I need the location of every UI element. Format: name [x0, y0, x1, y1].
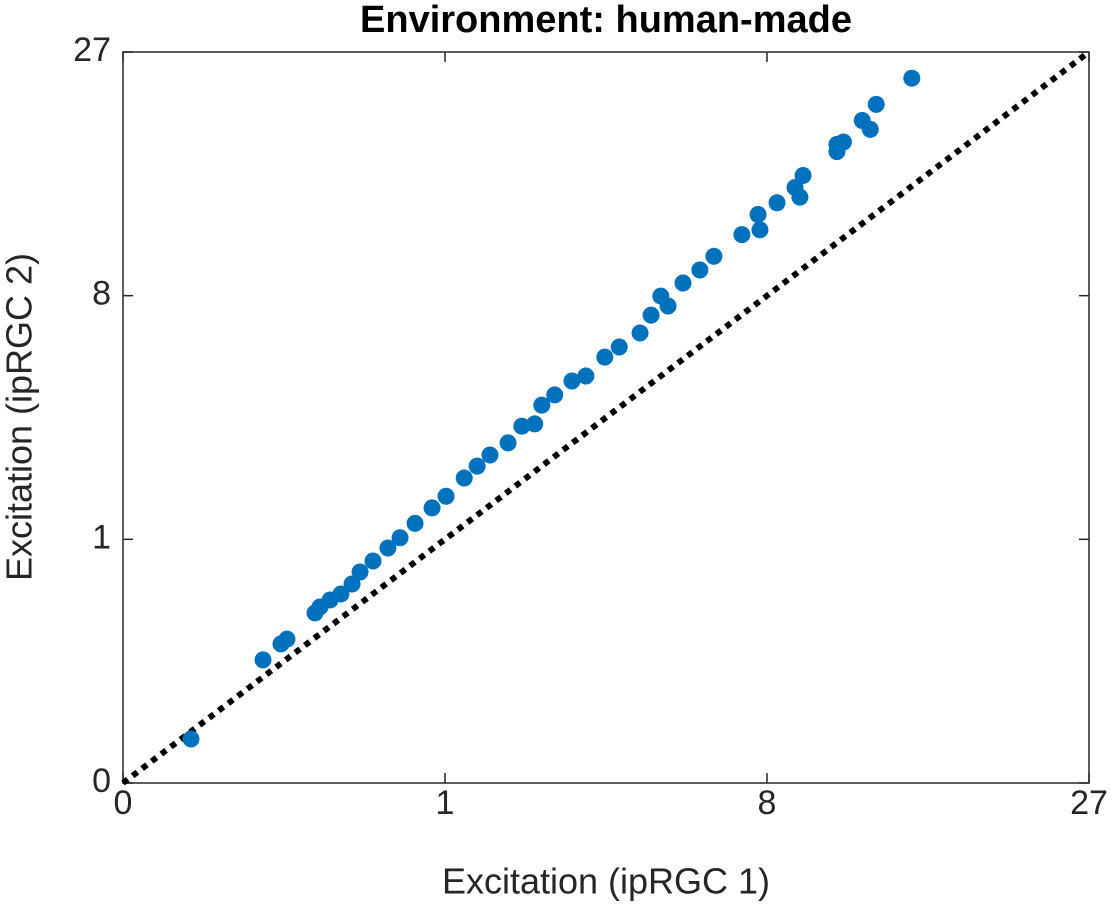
plot-frame [122, 51, 1090, 784]
y-tick-label: 0 [92, 762, 111, 800]
point [903, 69, 921, 87]
point [278, 630, 296, 648]
point [794, 166, 812, 184]
point [533, 396, 551, 414]
x-tick-label: 27 [1070, 784, 1108, 822]
point [610, 338, 628, 356]
point [526, 415, 544, 433]
point [254, 651, 272, 669]
point [659, 297, 677, 315]
x-tick-label: 8 [758, 784, 777, 822]
point [364, 552, 382, 570]
point [705, 247, 723, 265]
point [182, 730, 200, 748]
point [351, 563, 369, 581]
point [867, 95, 885, 113]
point [406, 514, 424, 532]
point [391, 529, 409, 547]
y-tick-label: 27 [73, 31, 111, 69]
point [791, 188, 809, 206]
point [437, 487, 455, 505]
point [577, 367, 595, 385]
point [481, 446, 499, 464]
point [499, 434, 517, 452]
point [423, 499, 441, 517]
y-axis-label: Excitation (ipRGC 2) [0, 253, 40, 581]
point [674, 274, 692, 292]
point [691, 261, 709, 279]
x-tick-label: 0 [114, 784, 133, 822]
x-tick-label: 1 [436, 784, 455, 822]
identity-line [121, 49, 1091, 786]
point [332, 585, 350, 603]
point [513, 417, 531, 435]
point [468, 457, 486, 475]
chart-title: Environment: human-made [360, 0, 852, 41]
point [642, 306, 660, 324]
point [455, 469, 473, 487]
point [379, 539, 397, 557]
point [631, 324, 649, 342]
point [751, 221, 769, 239]
point [749, 205, 767, 223]
point [733, 226, 751, 244]
point [596, 348, 614, 366]
point [563, 372, 581, 390]
point [861, 120, 879, 138]
point [834, 133, 852, 151]
x-axis-label: Excitation (ipRGC 1) [442, 861, 770, 902]
point [343, 575, 361, 593]
y-tick-label: 1 [92, 518, 111, 556]
point [546, 386, 564, 404]
point [768, 194, 786, 212]
y-tick-label: 8 [92, 275, 111, 313]
